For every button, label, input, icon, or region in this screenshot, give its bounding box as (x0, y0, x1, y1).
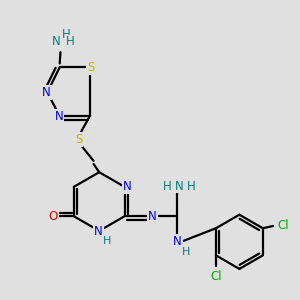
Text: N: N (173, 235, 182, 248)
Text: N: N (94, 225, 103, 238)
Text: H: H (62, 28, 71, 41)
Text: N: N (175, 180, 184, 193)
Text: N: N (42, 86, 51, 99)
Text: H: H (162, 180, 171, 193)
Text: N: N (55, 110, 63, 123)
Text: S: S (87, 61, 94, 74)
Text: H: H (103, 236, 112, 246)
Text: Cl: Cl (210, 269, 222, 283)
Text: H: H (187, 180, 196, 193)
Text: H: H (66, 35, 75, 48)
Text: N: N (52, 35, 61, 48)
Text: N: N (123, 180, 132, 193)
Text: N: N (148, 210, 157, 223)
Text: Cl: Cl (277, 219, 289, 232)
Text: H: H (182, 247, 190, 257)
Text: O: O (49, 210, 58, 223)
Text: S: S (75, 133, 82, 146)
